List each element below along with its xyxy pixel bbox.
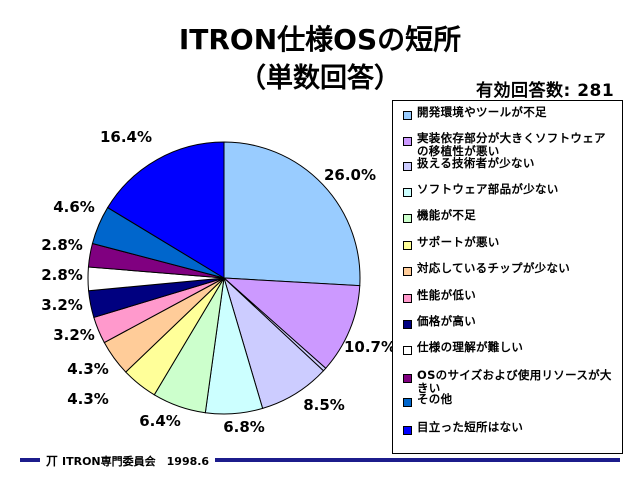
pie-slices xyxy=(87,141,361,415)
legend-label: 扱える技術者が少ない xyxy=(417,156,535,170)
legend-label: 実装依存部分が大きくソフトウェアの移植性が悪い xyxy=(417,131,606,158)
slice-value-label: 4.3% xyxy=(67,390,109,408)
slice-value-label: 6.8% xyxy=(223,418,265,436)
legend-swatch xyxy=(403,111,412,120)
legend-swatch xyxy=(403,188,412,197)
chart-subtitle: （単数回答） xyxy=(239,63,401,94)
slice-value-label: 2.8% xyxy=(41,236,83,254)
legend-label: 対応しているチップが少ない xyxy=(417,261,571,275)
legend-item: その他 xyxy=(403,392,618,421)
slice-value-label: 26.0% xyxy=(324,166,376,184)
legend-label: 性能が低い xyxy=(417,288,476,302)
legend-label: その他 xyxy=(417,392,453,406)
legend-label: ソフトウェア部品が少ない xyxy=(417,182,559,196)
legend-swatch xyxy=(403,426,412,435)
slice-value-label: 6.4% xyxy=(139,412,181,430)
legend-item: 機能が不足 xyxy=(403,208,618,237)
legend-item: 仕様の理解が難しい xyxy=(403,340,618,369)
slice-value-label: 2.8% xyxy=(41,266,83,284)
legend-item: ソフトウェア部品が少ない xyxy=(403,182,618,211)
legend-label: 開発環境やツールが不足 xyxy=(417,105,547,119)
pie-slice xyxy=(222,277,361,369)
legend-swatch xyxy=(403,267,412,276)
legend-swatch xyxy=(403,346,412,355)
legend-item: 対応しているチップが少ない xyxy=(403,261,618,290)
chart-legend: 開発環境やツールが不足実装依存部分が大きくソフトウェアの移植性が悪い 扱える技術者… xyxy=(392,100,623,454)
legend-item: 性能が低い xyxy=(403,288,618,317)
legend-item: 価格が高い xyxy=(403,314,618,343)
valid-responses-count: 有効回答数: 281 xyxy=(476,81,615,101)
slice-value-label: 3.2% xyxy=(53,326,95,344)
pie-slice xyxy=(106,141,225,279)
slice-value-label: 8.5% xyxy=(303,396,345,414)
legend-item: 扱える技術者が少ない xyxy=(403,156,618,185)
slice-value-label: 3.2% xyxy=(41,296,83,314)
legend-label: OSのサイズおよび使用リソースが大きい xyxy=(417,368,612,395)
slice-value-label: 4.6% xyxy=(53,198,95,216)
footer-rule xyxy=(20,458,620,462)
slice-value-label: 10.7% xyxy=(344,338,396,356)
legend-item: 目立った短所はない xyxy=(403,420,618,449)
legend-label: 仕様の理解が難しい xyxy=(417,340,524,354)
slice-value-label: 16.4% xyxy=(100,128,152,146)
legend-swatch xyxy=(403,137,412,146)
itron-logo-icon: 丌 xyxy=(46,454,59,468)
legend-swatch xyxy=(403,241,412,250)
legend-item: 実装依存部分が大きくソフトウェアの移植性が悪い xyxy=(403,131,618,160)
pie-value-labels: 26.0% 10.7% 8.5% 6.8% 6.4% 4.3% 4.3% 3.2% 3.2% 2.… xyxy=(41,128,396,436)
legend-label: サポートが悪い xyxy=(417,235,500,249)
pie-slice xyxy=(223,141,361,287)
legend-swatch xyxy=(403,320,412,329)
legend-label: 目立った短所はない xyxy=(417,420,524,434)
legend-label: 価格が高い xyxy=(417,314,476,328)
legend-item: サポートが悪い xyxy=(403,235,618,264)
legend-swatch xyxy=(403,214,412,223)
legend-item: OSのサイズおよび使用リソースが大きい xyxy=(403,368,618,397)
slice-value-label: 4.3% xyxy=(67,360,109,378)
legend-swatch xyxy=(403,162,412,171)
chart-title: ITRON仕様OSの短所 xyxy=(178,23,462,56)
legend-swatch xyxy=(403,398,412,407)
footer: 丌 ITRON専門委員会 1998.6 xyxy=(40,452,216,469)
legend-label: 機能が不足 xyxy=(417,208,476,222)
legend-item: 開発環境やツールが不足 xyxy=(403,105,618,134)
legend-swatch xyxy=(403,294,412,303)
footer-text: ITRON専門委員会 1998.6 xyxy=(62,455,210,468)
legend-swatch xyxy=(403,374,412,383)
